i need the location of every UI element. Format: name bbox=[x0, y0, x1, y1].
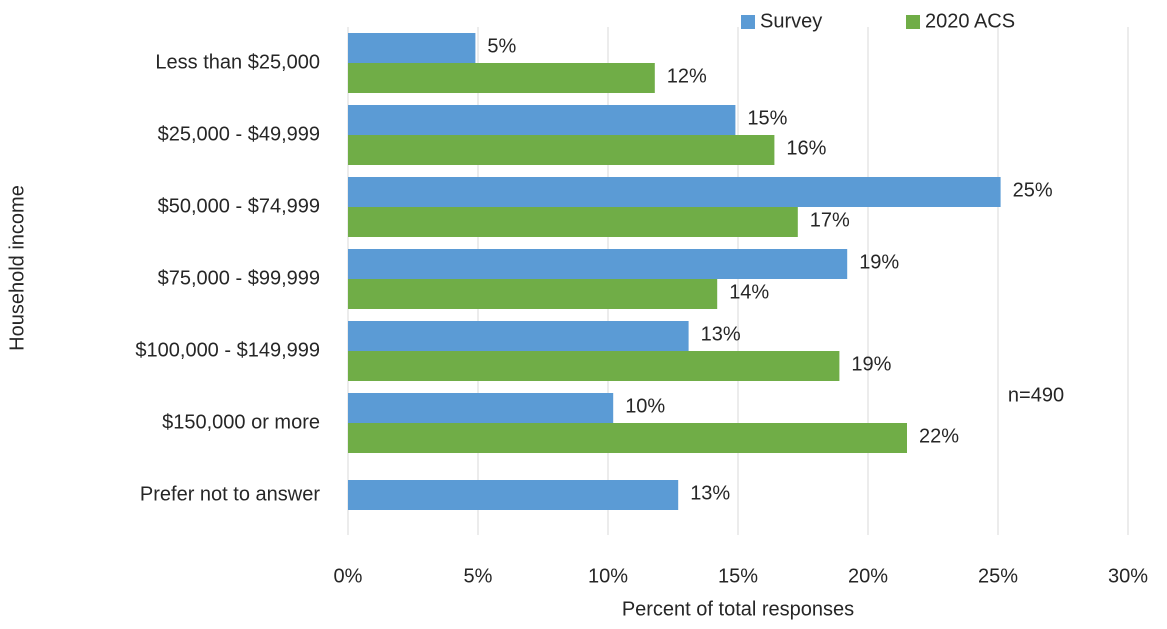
data-label: 12% bbox=[667, 65, 707, 87]
data-label: 19% bbox=[851, 353, 891, 375]
bar bbox=[348, 423, 907, 453]
bar bbox=[348, 279, 718, 309]
bar bbox=[348, 249, 848, 279]
y-axis-title: Household income bbox=[6, 185, 28, 351]
bar bbox=[348, 177, 1001, 207]
legend-swatch bbox=[906, 15, 920, 29]
bar bbox=[348, 393, 614, 423]
data-label: 19% bbox=[859, 251, 899, 273]
y-tick-label: Prefer not to answer bbox=[140, 483, 320, 505]
y-tick-label: $75,000 - $99,999 bbox=[158, 267, 320, 289]
data-label: 14% bbox=[729, 281, 769, 303]
data-label: 17% bbox=[810, 209, 850, 231]
data-label: 15% bbox=[747, 107, 787, 129]
y-tick-label: $150,000 or more bbox=[162, 411, 320, 433]
data-label: 10% bbox=[625, 395, 665, 417]
x-tick-label: 30% bbox=[1108, 565, 1148, 587]
x-tick-label: 5% bbox=[464, 565, 493, 587]
data-label: 13% bbox=[690, 482, 730, 504]
x-tick-label: 20% bbox=[848, 565, 888, 587]
data-label: 13% bbox=[701, 323, 741, 345]
x-tick-label: 15% bbox=[718, 565, 758, 587]
x-axis-title: Percent of total responses bbox=[622, 598, 854, 620]
bar bbox=[348, 207, 798, 237]
y-tick-label: $100,000 - $149,999 bbox=[135, 339, 320, 361]
bar bbox=[348, 105, 736, 135]
legend-label: Survey bbox=[760, 10, 822, 32]
y-tick-label: $25,000 - $49,999 bbox=[158, 123, 320, 145]
bar bbox=[348, 321, 689, 351]
x-tick-label: 0% bbox=[334, 565, 363, 587]
bar bbox=[348, 480, 679, 510]
bar bbox=[348, 33, 476, 63]
data-label: 25% bbox=[1013, 179, 1053, 201]
bar bbox=[348, 63, 655, 93]
data-label: 16% bbox=[786, 137, 826, 159]
y-tick-label: Less than $25,000 bbox=[155, 51, 320, 73]
legend-label: 2020 ACS bbox=[925, 10, 1015, 32]
y-tick-label: $50,000 - $74,999 bbox=[158, 195, 320, 217]
bar bbox=[348, 135, 775, 165]
data-label: 5% bbox=[487, 35, 516, 57]
data-label: 22% bbox=[919, 425, 959, 447]
x-tick-label: 10% bbox=[588, 565, 628, 587]
bar bbox=[348, 351, 840, 381]
x-tick-label: 25% bbox=[978, 565, 1018, 587]
annotation: n=490 bbox=[1008, 384, 1064, 406]
legend-swatch bbox=[741, 15, 755, 29]
